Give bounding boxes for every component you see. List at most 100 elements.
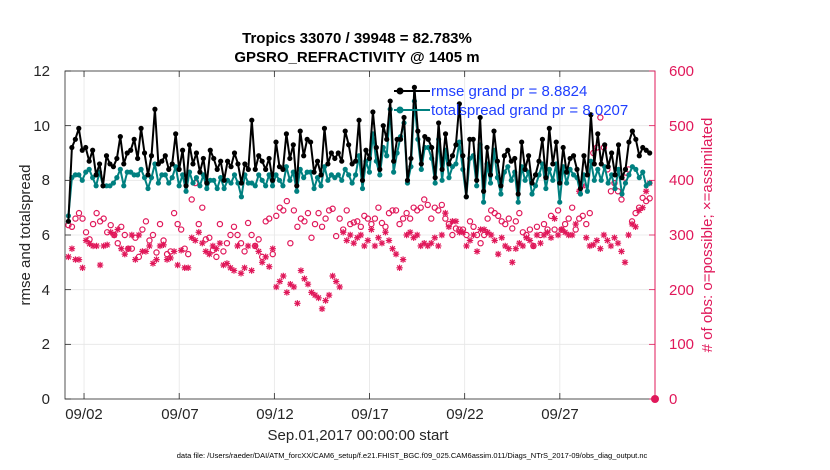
possible-point <box>255 236 262 243</box>
assimilated-series <box>65 179 653 312</box>
totalspread-point <box>508 177 514 183</box>
assimilated-point <box>68 245 76 252</box>
chart-title-line1: Tropics 33070 / 39948 = 82.783% <box>242 30 472 47</box>
possible-point <box>318 223 326 230</box>
assimilated-point <box>456 229 463 236</box>
rmse-point <box>456 101 462 107</box>
possible-point <box>153 249 160 256</box>
totalspread-point <box>93 183 99 189</box>
assimilated-point <box>600 231 608 239</box>
rmse-point <box>470 136 476 142</box>
possible-point <box>79 215 86 222</box>
right-axis: 0 100 200 300 400 500 600 # of obs: o=po… <box>669 63 716 408</box>
totalspread-point <box>176 183 182 189</box>
assimilated-point <box>262 253 269 261</box>
legend-rmse-label: rmse grand pr = 8.8824 <box>431 83 587 100</box>
rmse-point <box>314 158 321 164</box>
assimilated-point <box>561 229 569 236</box>
possible-point <box>336 215 343 222</box>
possible-point <box>470 223 477 230</box>
totalspread-point <box>633 166 639 172</box>
totalspread-point <box>439 177 445 183</box>
assimilated-point <box>590 241 597 249</box>
assimilated-point <box>473 248 481 255</box>
possible-point <box>547 212 555 220</box>
left-axis: 0 2 4 6 8 10 12 rmse and totalspread <box>17 63 50 408</box>
assimilated-point <box>230 267 238 274</box>
rmse-point <box>647 150 653 156</box>
y-right-tick-100: 100 <box>669 336 694 353</box>
rmse-point <box>231 150 238 156</box>
rmse-point <box>487 172 494 178</box>
possible-point <box>435 207 442 214</box>
rmse-point <box>519 139 525 145</box>
assimilated-point <box>389 245 396 252</box>
assimilated-point <box>89 242 97 250</box>
x-tick-0917: 09/17 <box>351 406 389 423</box>
assimilated-point <box>438 231 446 239</box>
totalspread-point <box>529 191 535 197</box>
totalspread-point <box>349 180 355 186</box>
assimilated-point <box>308 289 315 296</box>
possible-point <box>371 215 379 222</box>
assimilated-point <box>241 264 248 271</box>
axis-ticks <box>65 70 659 403</box>
rmse-point <box>525 153 532 159</box>
rmse-point <box>460 153 466 159</box>
assimilated-point <box>128 231 136 239</box>
x-tick-0922: 09/22 <box>446 406 484 423</box>
totalspread-point <box>162 172 168 178</box>
rmse-point <box>539 136 546 142</box>
rmse-point <box>93 172 99 178</box>
totalspread-point <box>221 185 227 192</box>
assimilated-point <box>466 237 474 244</box>
assimilated-point <box>435 242 442 250</box>
totalspread-point <box>418 166 424 172</box>
chart-title-line2: GPSRO_REFRACTIVITY @ 1405 m <box>234 49 479 66</box>
assimilated-point <box>523 234 530 241</box>
possible-point <box>526 226 534 233</box>
rmse-point <box>498 183 504 189</box>
rmse-point <box>384 136 390 142</box>
rmse-point <box>273 139 279 145</box>
totalspread-point <box>301 175 307 181</box>
assimilated-point <box>512 245 520 252</box>
possible-point <box>357 223 365 230</box>
assimilated-point <box>170 248 178 255</box>
totalspread-point <box>190 180 196 186</box>
assimilated-point <box>163 256 171 263</box>
rmse-point <box>214 166 220 172</box>
rmse-point <box>308 139 314 145</box>
possible-point <box>438 201 446 209</box>
assimilated-point <box>547 234 555 241</box>
rmse-point <box>339 158 345 164</box>
rmse-series <box>65 84 653 224</box>
rmse-point <box>550 161 556 167</box>
rmse-point <box>141 150 148 156</box>
possible-point <box>533 223 541 230</box>
rmse-point <box>615 142 622 148</box>
rmse-point <box>609 150 615 156</box>
rmse-point <box>577 185 584 192</box>
rmse-point <box>228 164 234 170</box>
assimilated-point <box>336 283 343 291</box>
totalspread-point <box>117 166 123 172</box>
rmse-point <box>605 164 611 170</box>
rmse-point <box>238 180 245 186</box>
data-file-footnote: data file: /Users/raeder/DAI/ATM_forcXX/… <box>177 451 648 460</box>
possible-point <box>329 205 336 212</box>
possible-point <box>618 196 625 203</box>
totalspread-point <box>391 169 397 175</box>
assimilated-point <box>625 231 632 239</box>
assimilated-point <box>227 264 234 271</box>
rmse-point <box>397 136 404 142</box>
totalspread-point <box>121 183 127 189</box>
assimilated-point <box>491 237 498 244</box>
totalspread-point <box>619 191 625 197</box>
assimilated-point <box>244 242 252 250</box>
assimilated-point <box>516 240 523 247</box>
totalspread-point <box>487 180 494 186</box>
possible-point <box>177 226 185 233</box>
assimilated-point <box>153 256 160 263</box>
assimilated-point <box>639 204 646 211</box>
